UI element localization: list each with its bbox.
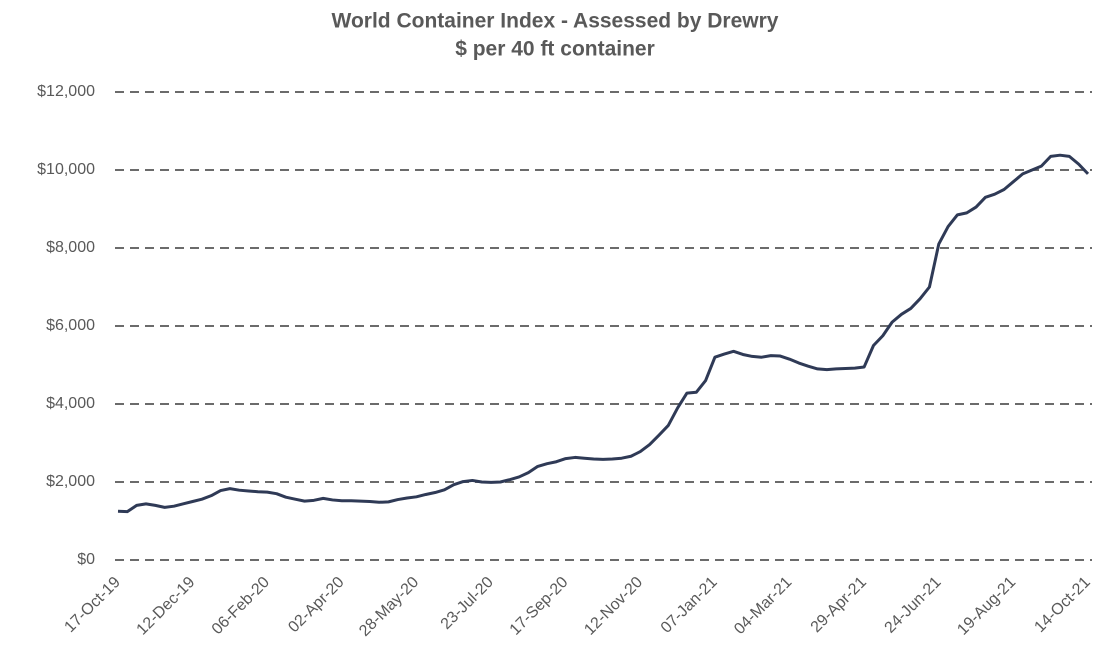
y-tick-label: $8,000 [46, 239, 95, 256]
y-tick-label: $4,000 [46, 395, 95, 412]
x-tick-label: 19-Aug-21 [954, 574, 1019, 639]
x-tick-label: 17-Sep-20 [507, 574, 572, 639]
x-tick-label: 23-Jul-20 [438, 574, 497, 633]
y-tick-label: $10,000 [37, 161, 95, 178]
x-tick-label: 07-Jan-21 [658, 574, 721, 637]
y-tick-label: $2,000 [46, 473, 95, 490]
x-tick-label: 17-Oct-19 [61, 574, 123, 636]
x-tick-label: 29-Apr-21 [808, 574, 870, 636]
chart-title: World Container Index - Assessed by Drew… [332, 10, 779, 33]
x-tick-label: 12-Dec-19 [134, 574, 199, 639]
x-tick-label: 12-Nov-20 [581, 574, 646, 639]
chart-subtitle: $ per 40 ft container [455, 38, 655, 61]
x-tick-label: 06-Feb-20 [209, 574, 273, 638]
y-tick-label: $0 [77, 551, 95, 568]
x-tick-label: 04-Mar-21 [731, 574, 795, 638]
x-tick-label: 28-May-20 [356, 574, 422, 640]
y-tick-label: $12,000 [37, 83, 95, 100]
line [117, 153, 1090, 514]
x-tick-label: 24-Jun-21 [882, 574, 945, 637]
x-tick-label: 02-Apr-20 [285, 574, 347, 636]
x-tick-label: 14-Oct-21 [1031, 574, 1093, 636]
y-tick-label: $6,000 [46, 317, 95, 334]
